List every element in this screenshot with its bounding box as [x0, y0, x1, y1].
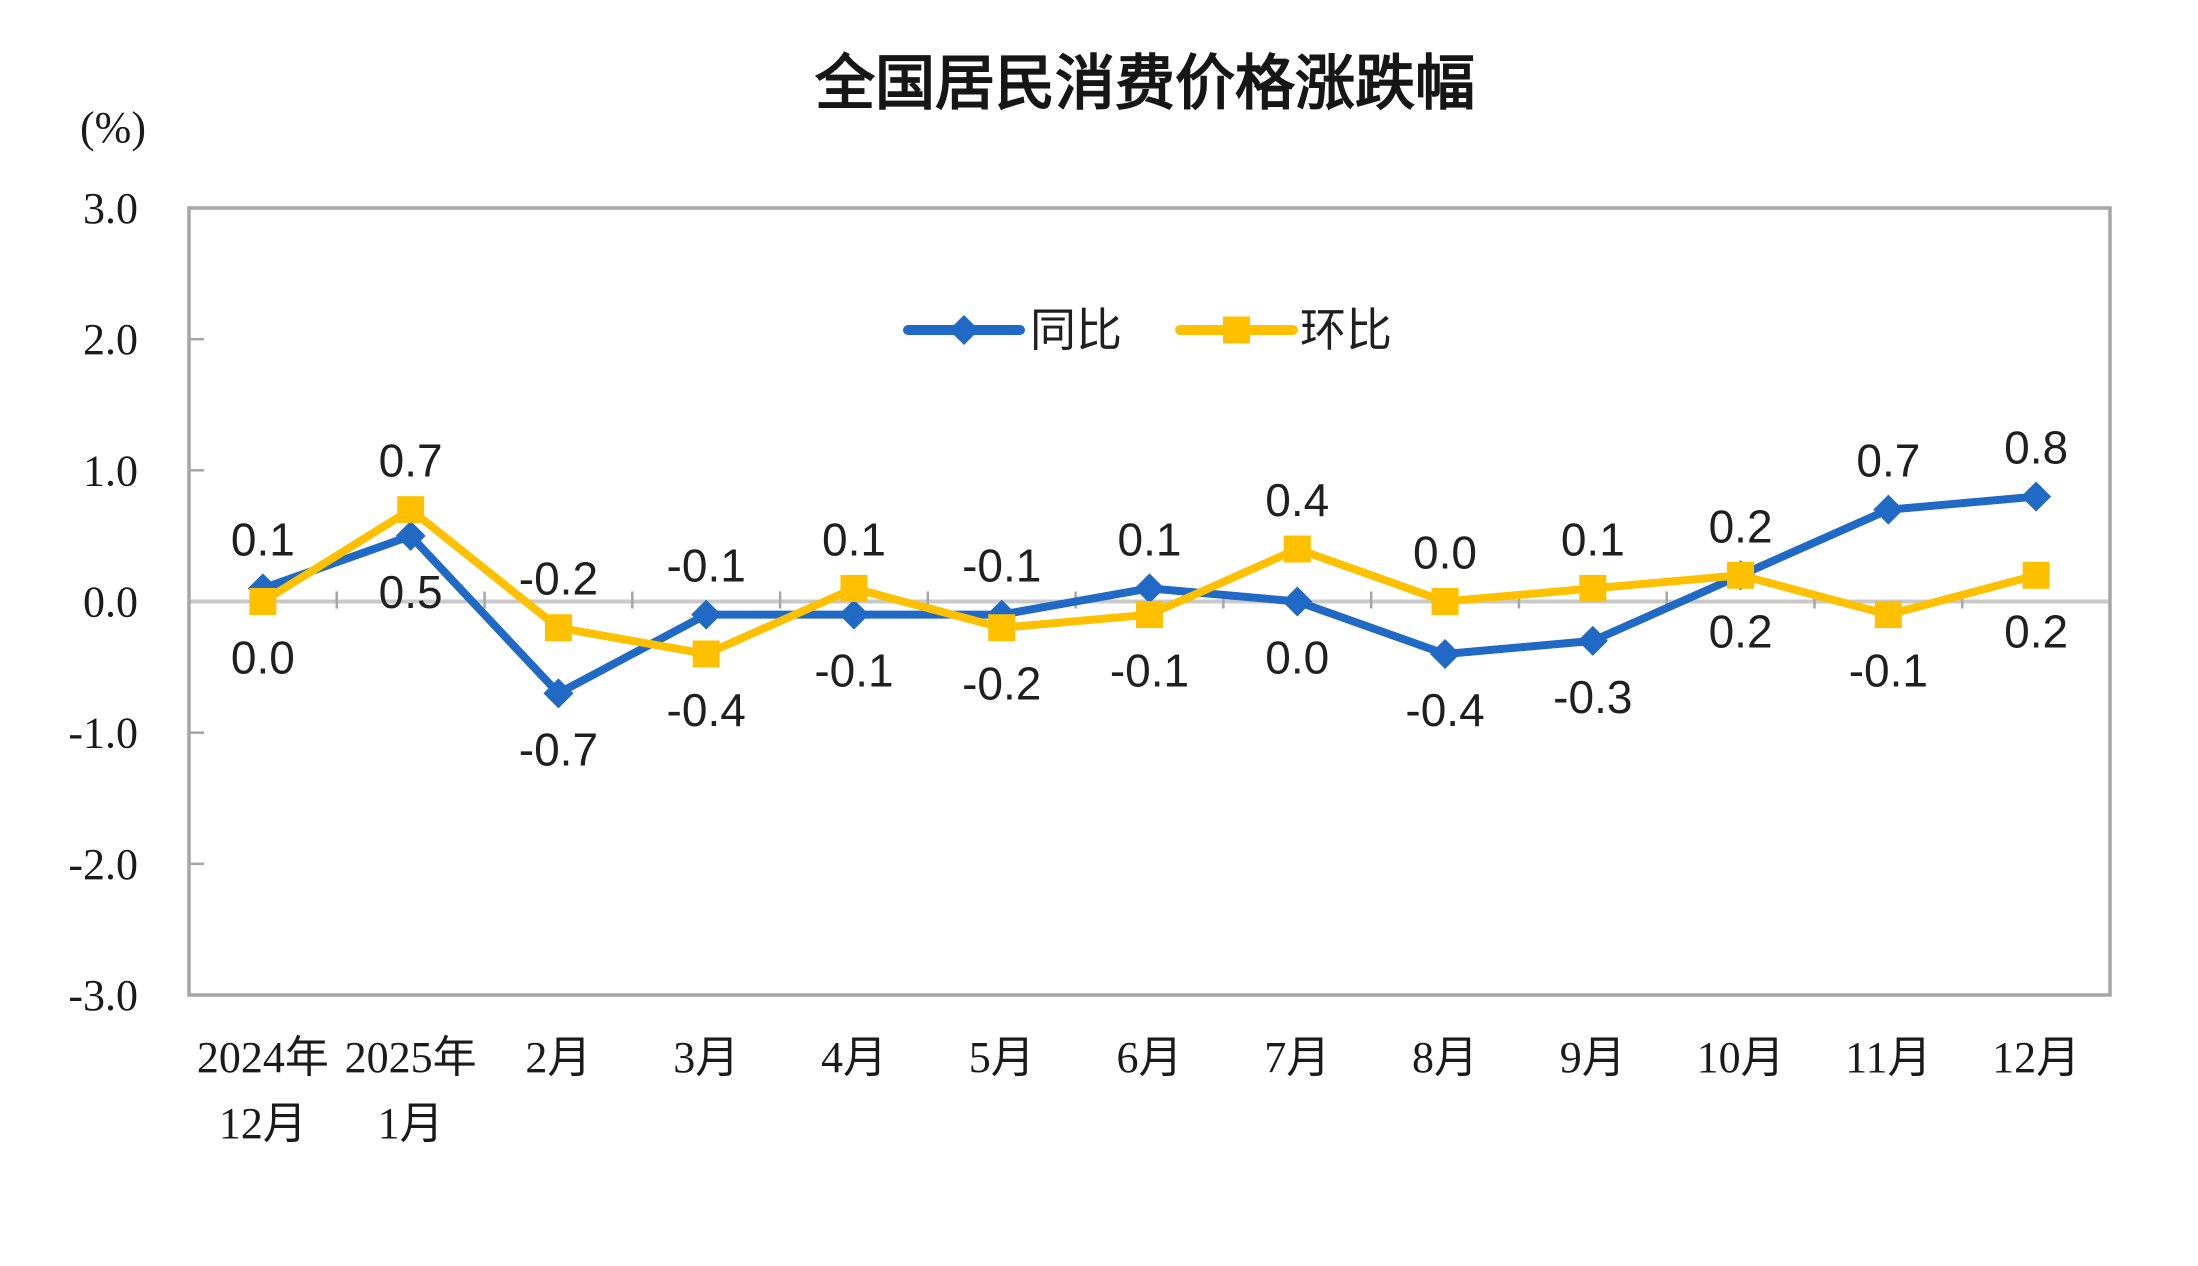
data-label: -0.4 [1405, 684, 1484, 736]
legend-item-yoy: 同比 [903, 304, 1122, 356]
x-axis-label: 10月 [1697, 1033, 1785, 1082]
y-axis-label: -2.0 [68, 840, 138, 889]
x-axis-label: 2025年 [345, 1033, 477, 1082]
series-group [247, 481, 2052, 709]
x-axis-label: 11月 [1845, 1033, 1931, 1082]
data-label: -0.2 [962, 658, 1041, 710]
series-yoy-marker [691, 599, 722, 630]
data-label: 0.4 [1265, 474, 1329, 526]
series-yoy-marker [1282, 586, 1313, 617]
series-mom-marker [249, 588, 277, 615]
data-label: -0.1 [962, 540, 1041, 592]
data-label: 0.2 [1709, 500, 1773, 552]
x-axis-label: 4月 [821, 1033, 887, 1082]
series-mom-marker [1579, 574, 1607, 602]
series-mom-marker [840, 574, 868, 602]
x-axis-label: 7月 [1264, 1033, 1330, 1082]
x-axis-label: 12月 [219, 1099, 307, 1148]
y-axis-label: 0.0 [83, 578, 138, 627]
x-axis-label: 12月 [1992, 1033, 2080, 1082]
series-yoy-marker [2021, 481, 2052, 512]
y-axis-unit-label: (%) [80, 103, 146, 152]
y-axis-label: 1.0 [83, 446, 138, 495]
series-mom-marker [692, 640, 720, 668]
data-label: -0.4 [667, 684, 746, 736]
series-mom-marker [1431, 588, 1459, 615]
legend: 同比 环比 [903, 304, 1392, 356]
series-yoy-marker [1134, 573, 1165, 604]
data-label: 0.5 [379, 566, 443, 618]
data-label: -0.1 [667, 540, 746, 592]
data-label: 0.0 [1413, 527, 1477, 579]
series-mom-marker [1874, 601, 1902, 629]
x-axis-labels-group: 2024年 12月 2025年 1月 2月 3月 4月 5月 6月 7月 8月 9月 10月 11月 12月 [197, 1033, 2080, 1148]
series-yoy-marker [1577, 625, 1608, 656]
series-mom-marker [988, 614, 1016, 642]
legend-mom-label: 环比 [1300, 304, 1392, 356]
legend-mom-marker [1223, 316, 1250, 344]
series-mom-marker [1727, 561, 1755, 589]
y-axis-label: 3.0 [83, 184, 138, 233]
data-label: 0.0 [231, 632, 295, 684]
data-label: -0.1 [814, 645, 893, 697]
plot-area-border [187, 206, 2112, 997]
data-label: 0.8 [2004, 422, 2068, 474]
data-label: 0.1 [1561, 513, 1625, 565]
data-label: -0.3 [1553, 671, 1632, 723]
y-axis-label: 2.0 [83, 315, 138, 364]
data-label: 0.0 [1265, 632, 1329, 684]
data-label: 0.1 [822, 513, 886, 565]
legend-yoy-label: 同比 [1030, 304, 1122, 356]
series-mom-marker [544, 614, 572, 642]
series-yoy-marker [1430, 638, 1461, 669]
series-yoy-marker [838, 599, 869, 630]
series-yoy-marker [1873, 494, 1904, 525]
data-label: 0.1 [1118, 513, 1182, 565]
data-label: -0.2 [519, 553, 598, 605]
data-label: -0.1 [1110, 645, 1189, 697]
y-axis-label: -1.0 [68, 709, 138, 758]
x-axis-label: 5月 [969, 1033, 1035, 1082]
series-mom-marker [2022, 561, 2050, 589]
x-axis-label: 2024年 [197, 1033, 329, 1082]
data-label: 0.7 [1856, 435, 1920, 487]
data-label: -0.1 [1849, 645, 1928, 697]
x-axis-label: 1月 [378, 1099, 444, 1148]
series-yoy-marker [543, 678, 574, 709]
y-axis-labels-group: 3.0 2.0 1.0 0.0 -1.0 -2.0 -3.0 [68, 184, 138, 1020]
x-axis-label: 8月 [1412, 1033, 1478, 1082]
series-mom-marker [1136, 601, 1163, 629]
legend-yoy-marker [949, 315, 979, 345]
data-label: 0.2 [2004, 605, 2068, 657]
series-mom [249, 496, 2050, 668]
x-axis-label: 9月 [1560, 1033, 1626, 1082]
legend-item-mom: 环比 [1175, 304, 1392, 356]
series-mom-marker [397, 496, 425, 524]
chart-title: 全国居民消费价格涨跌幅 [814, 50, 1475, 117]
data-label: -0.7 [519, 723, 598, 775]
data-labels-group: 0.1 0.0 0.7 0.5 -0.2 -0.7 -0.1 -0.4 0.1 -0.1 -0.1 -… [231, 422, 2068, 776]
x-axis-label: 6月 [1117, 1033, 1183, 1082]
data-label: 0.1 [231, 513, 295, 565]
data-label: 0.7 [379, 435, 443, 487]
y-axis-label: -3.0 [68, 971, 138, 1020]
series-mom-marker [1283, 535, 1311, 563]
data-label: 0.2 [1709, 605, 1773, 657]
series-yoy-marker [395, 520, 426, 551]
x-axis-label: 3月 [673, 1033, 739, 1082]
x-axis-label: 2月 [525, 1033, 591, 1082]
